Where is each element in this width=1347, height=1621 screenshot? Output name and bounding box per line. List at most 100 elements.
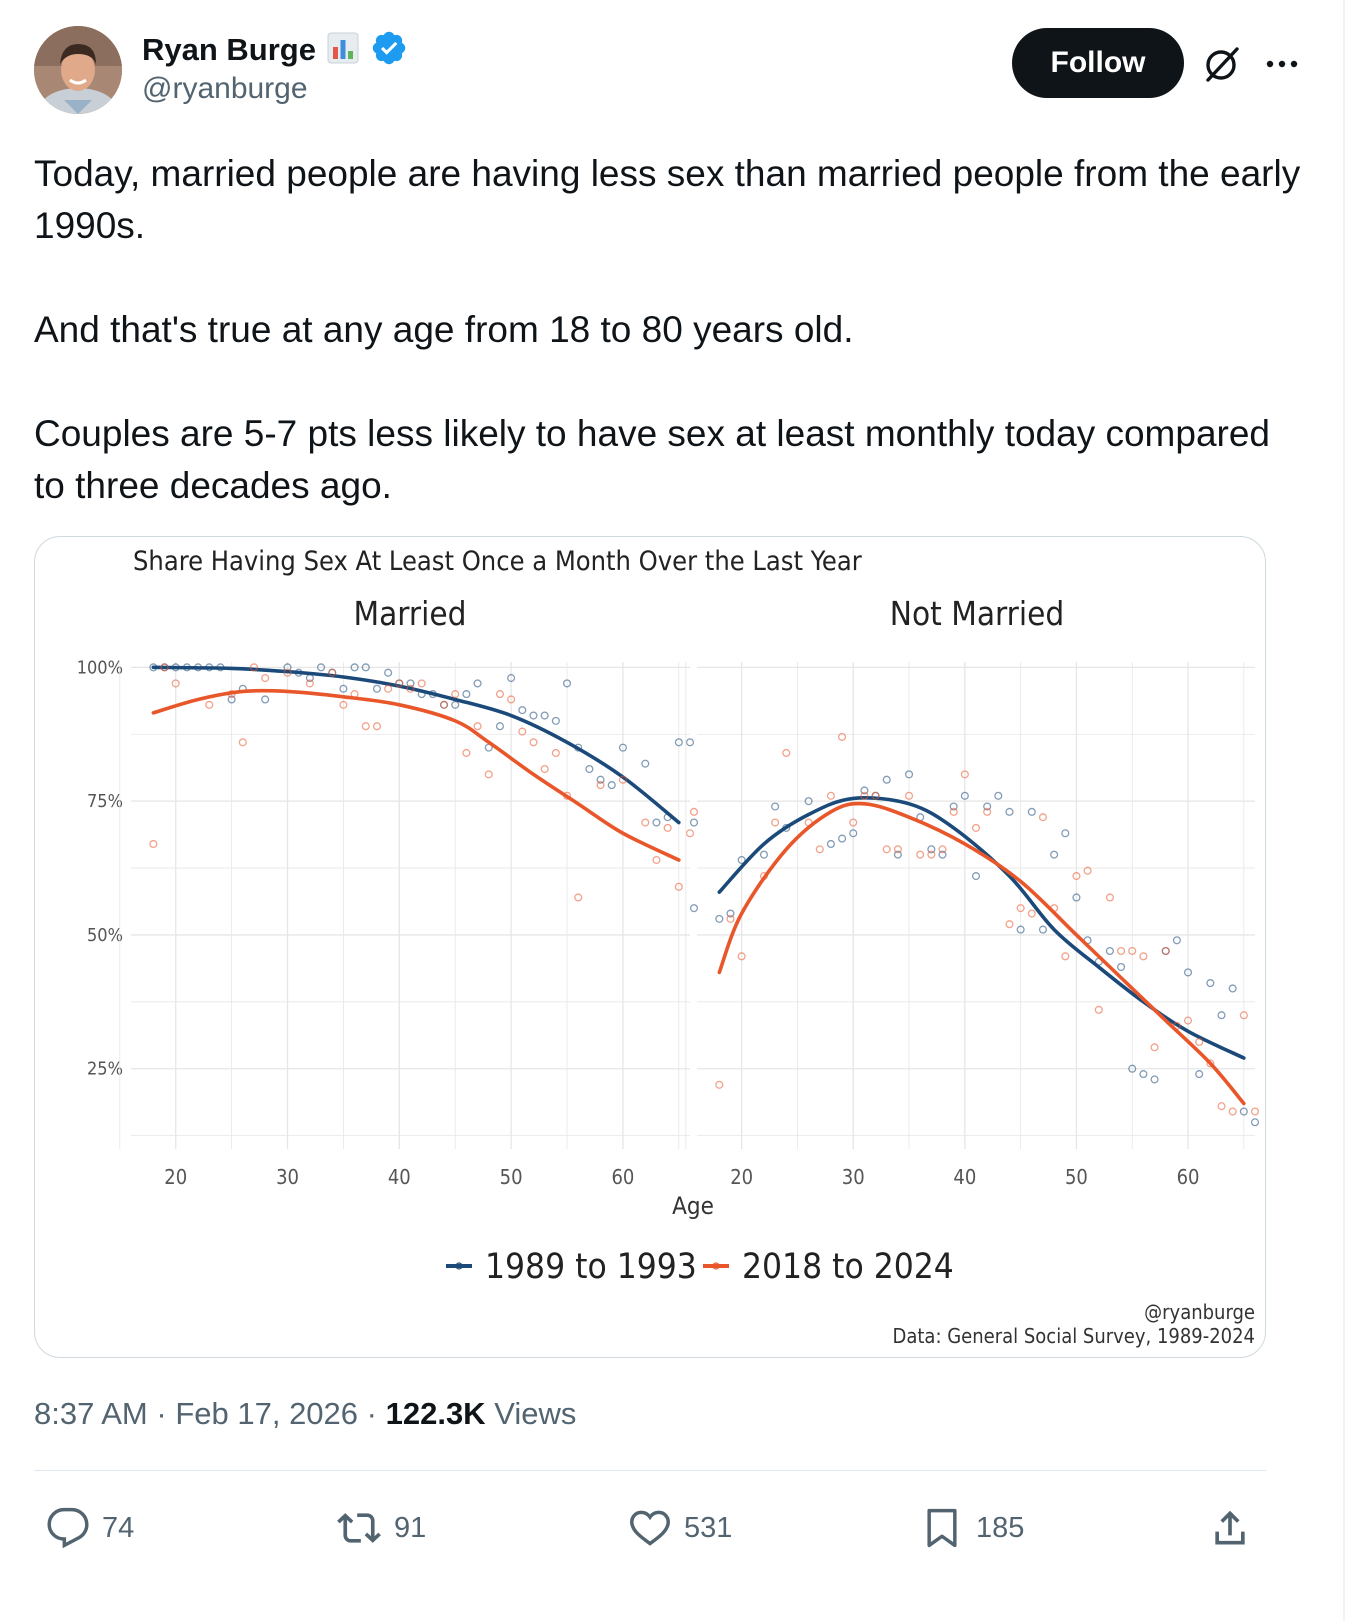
data-point: [529, 738, 538, 747]
avatar[interactable]: [34, 26, 122, 114]
tweet-date[interactable]: Feb 17, 2026: [175, 1396, 359, 1431]
data-point: [328, 668, 337, 677]
data-point: [462, 748, 471, 758]
data-point: [518, 706, 527, 715]
x-tick-label: 50: [1065, 1165, 1088, 1189]
legend-label-2018: 2018 to 2024: [742, 1247, 954, 1287]
data-point: [596, 781, 605, 790]
bookmark-button[interactable]: 185: [920, 1498, 1024, 1558]
data-point: [261, 695, 270, 704]
data-point: [171, 679, 180, 688]
data-point: [160, 663, 169, 672]
author-handle[interactable]: @ryanburge: [142, 72, 308, 105]
data-point: [1139, 1070, 1148, 1079]
bar-chart-emoji-icon: [326, 31, 360, 70]
x-tick-label: 20: [164, 1165, 187, 1189]
tweet-meta: 8:37 AM · Feb 17, 2026 · 122.3K Views: [34, 1396, 576, 1432]
data-point: [261, 674, 270, 683]
repost-count: 91: [394, 1511, 427, 1544]
data-point: [960, 770, 969, 779]
meta-separator: ·: [156, 1396, 167, 1431]
tweet-text: Today, married people are having less se…: [34, 148, 1304, 512]
y-tick-label: 100%: [77, 657, 123, 678]
data-point: [1005, 807, 1014, 816]
data-point: [983, 802, 992, 811]
data-point: [227, 695, 236, 704]
data-point: [1038, 813, 1048, 822]
legend-dot-1989: [455, 1262, 463, 1270]
x-tick-label: 60: [611, 1165, 634, 1189]
heart-icon: [630, 1510, 670, 1546]
x-tick-label: 30: [842, 1165, 865, 1189]
data-point: [685, 738, 695, 747]
chart-title: Share Having Sex At Least Once a Month O…: [133, 546, 862, 577]
data-point: [737, 952, 746, 961]
data-point: [361, 722, 370, 731]
data-point: [641, 818, 650, 827]
data-point: [737, 855, 746, 865]
data-point: [1105, 946, 1114, 956]
data-point: [238, 738, 247, 747]
data-point: [439, 700, 449, 709]
data-point: [596, 775, 605, 784]
follow-button[interactable]: Follow: [1012, 28, 1184, 98]
views-count: 122.3K: [385, 1396, 486, 1431]
data-point: [860, 786, 869, 795]
data-point: [826, 839, 835, 849]
data-point: [1027, 909, 1036, 918]
more-options-icon[interactable]: [1260, 42, 1304, 86]
x-tick-label: 40: [388, 1165, 411, 1189]
data-point: [607, 781, 616, 790]
data-point: [618, 775, 627, 784]
data-point: [551, 748, 560, 758]
data-point: [305, 679, 314, 688]
data-point: [339, 684, 348, 693]
trend-line: [151, 665, 681, 825]
data-point: [904, 791, 914, 800]
data-point: [663, 823, 672, 832]
reply-button[interactable]: 74: [46, 1498, 134, 1558]
author-name[interactable]: Ryan Burge: [142, 32, 316, 67]
data-point: [1061, 829, 1070, 838]
panel-title: Not Married: [890, 594, 1064, 633]
legend-label-1989: 1989 to 1993: [485, 1247, 697, 1287]
like-button[interactable]: 531: [628, 1498, 732, 1558]
data-point: [849, 818, 858, 827]
data-point: [782, 748, 791, 758]
chart: Share Having Sex At Least Once a Month O…: [77, 546, 1260, 1348]
tweet-paragraph: Couples are 5-7 pts less likely to have …: [34, 413, 1271, 506]
data-point: [994, 791, 1003, 800]
data-point: [1250, 1118, 1260, 1127]
grok-icon[interactable]: [1200, 42, 1244, 86]
data-point: [882, 845, 891, 854]
data-point: [771, 802, 780, 811]
tweet-image-chart[interactable]: Share Having Sex At Least Once a Month O…: [34, 536, 1266, 1358]
bookmark-count: 185: [976, 1511, 1025, 1544]
data-point: [473, 679, 482, 688]
panel-title: Married: [353, 594, 466, 633]
data-point: [1228, 984, 1237, 993]
data-point: [462, 690, 471, 699]
data-point: [904, 770, 914, 779]
data-point: [949, 807, 958, 816]
data-point: [849, 829, 858, 838]
data-point: [350, 663, 359, 672]
data-point: [882, 775, 891, 784]
x-axis-label: Age: [672, 1192, 714, 1220]
data-point: [641, 759, 650, 768]
legend: 1989 to 1993 2018 to 2024: [446, 1247, 954, 1287]
verified-badge-icon[interactable]: [370, 29, 408, 72]
data-point: [1206, 979, 1215, 988]
data-point: [451, 690, 460, 699]
tweet-time[interactable]: 8:37 AM: [34, 1396, 148, 1431]
data-point: [484, 770, 493, 779]
data-point: [804, 797, 813, 806]
share-button[interactable]: [1208, 1498, 1252, 1558]
data-point: [372, 684, 382, 693]
x-tick-label: 60: [1177, 1165, 1200, 1189]
repost-button[interactable]: 91: [336, 1498, 426, 1558]
x-tick-label: 40: [953, 1165, 976, 1189]
data-point: [507, 695, 516, 704]
data-point: [960, 791, 969, 800]
data-point: [339, 700, 348, 709]
